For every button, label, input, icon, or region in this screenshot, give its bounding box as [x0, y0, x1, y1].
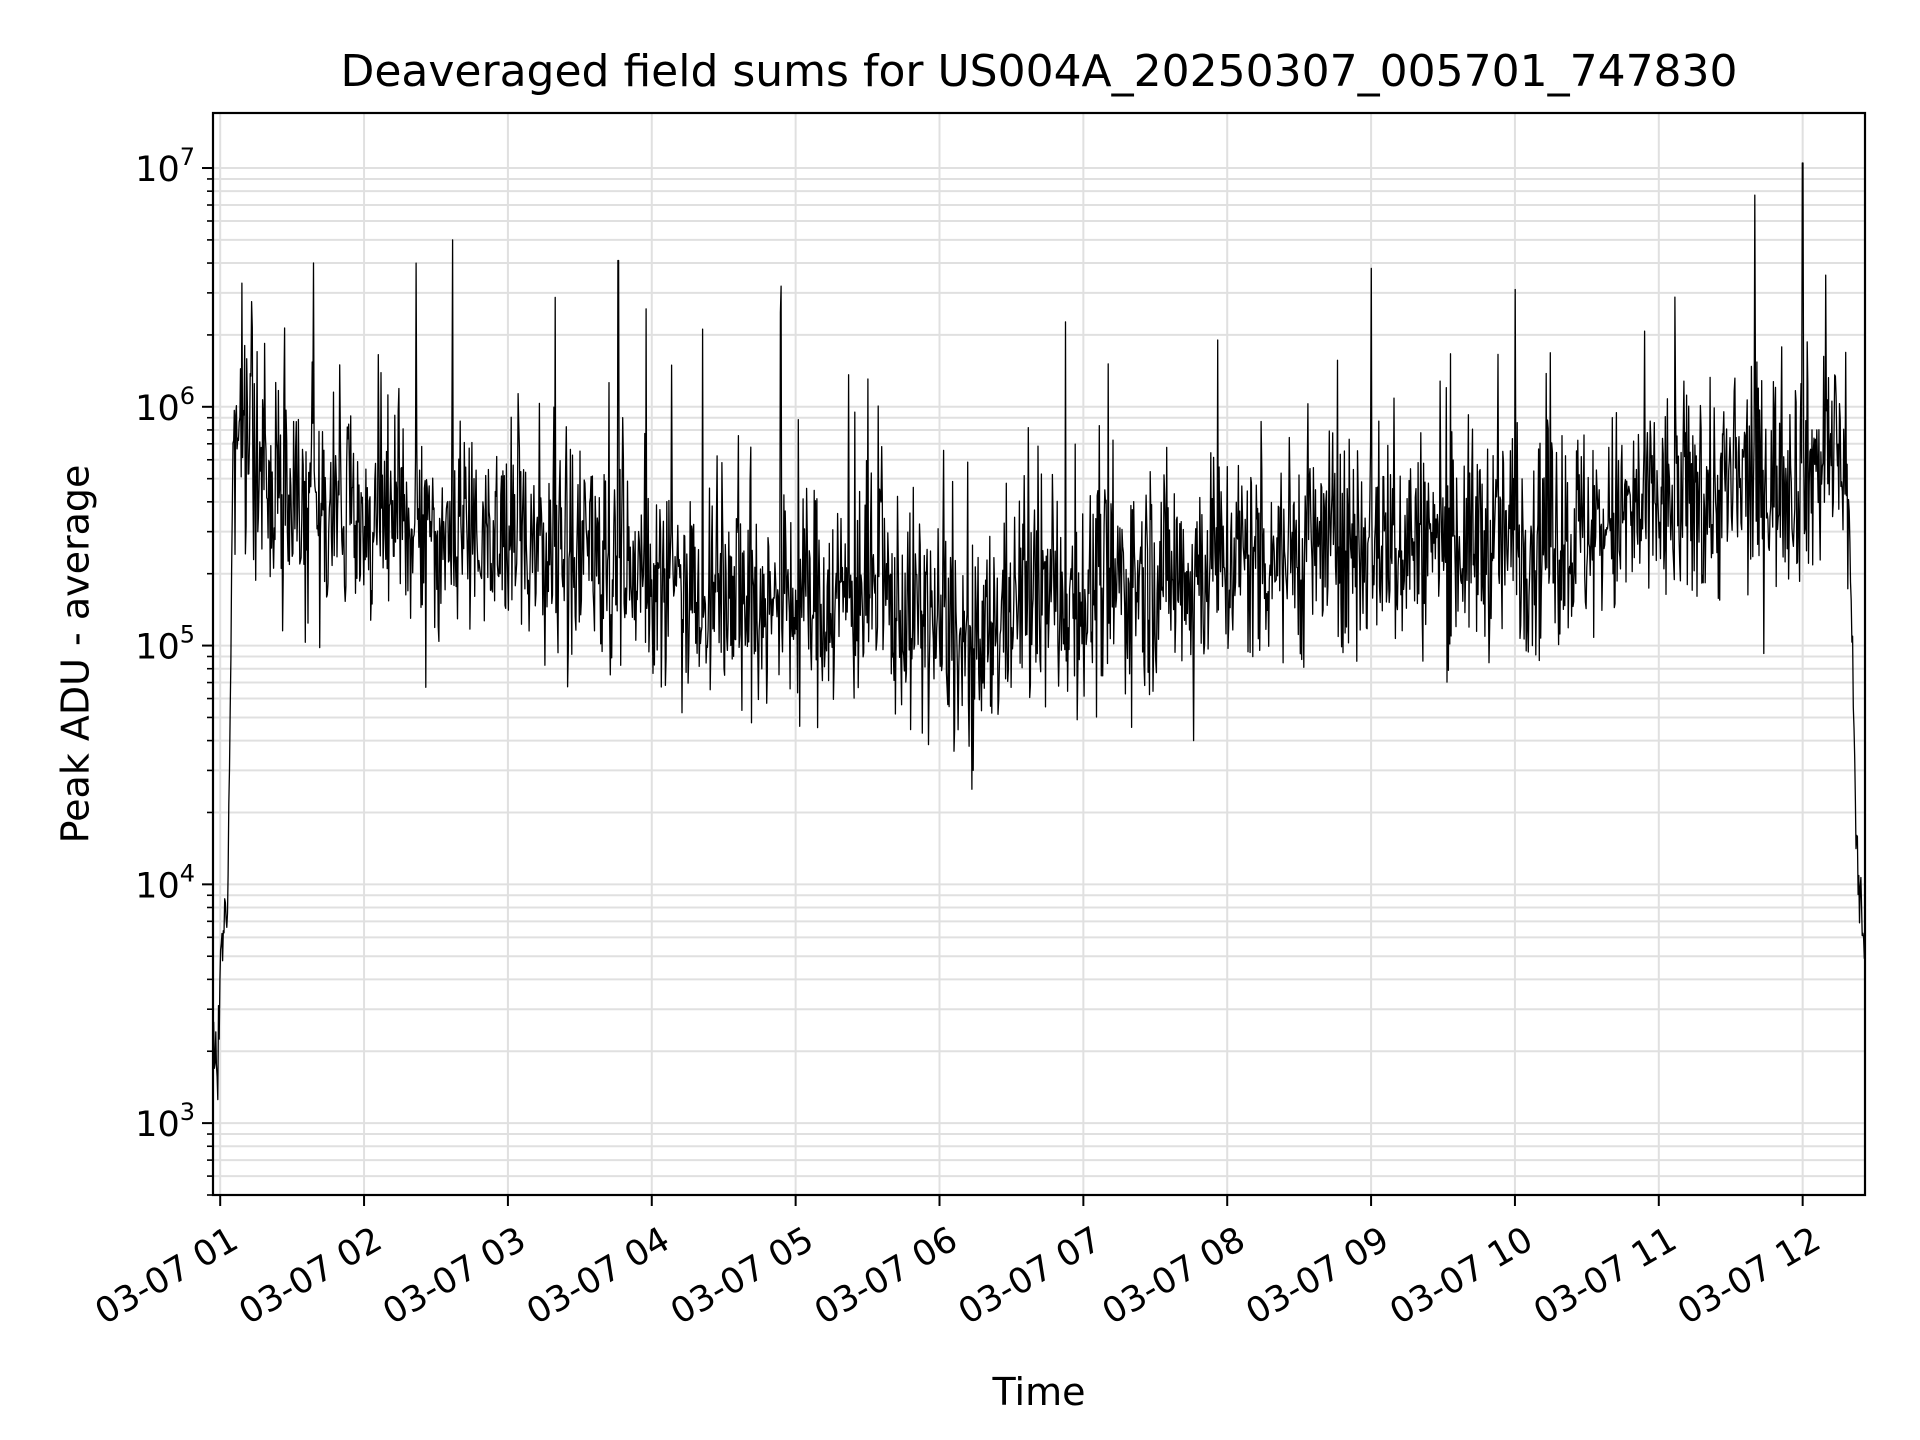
x-tick-label: 03-07 05	[664, 1220, 820, 1333]
major-gridlines	[213, 113, 1865, 1195]
x-tick-label: 03-07 10	[1384, 1220, 1540, 1333]
x-tick-label: 03-07 12	[1671, 1220, 1827, 1333]
y-tick-label: 104	[135, 859, 195, 906]
chart-title: Deaveraged field sums for US004A_2025030…	[340, 46, 1737, 97]
y-tick-label: 103	[135, 1098, 195, 1145]
x-axis-label: Time	[992, 1370, 1086, 1414]
x-tick-label: 03-07 11	[1527, 1220, 1683, 1333]
x-tick-label: 03-07 08	[1096, 1220, 1252, 1333]
x-tick-label: 03-07 07	[952, 1220, 1108, 1333]
series-line	[212, 162, 1866, 1101]
x-tick-label: 03-07 04	[520, 1220, 676, 1333]
series-layer	[212, 162, 1866, 1101]
x-tick-label: 03-07 06	[808, 1220, 964, 1333]
y-tick-label: 106	[135, 382, 195, 429]
plot-frame	[211, 111, 1867, 1197]
x-tick-label: 03-07 09	[1240, 1220, 1396, 1333]
minor-gridlines	[213, 177, 1865, 1196]
x-tick-label: 03-07 01	[89, 1220, 245, 1333]
x-tick-label: 03-07 02	[233, 1220, 389, 1333]
y-axis-label: Peak ADU - average	[54, 465, 98, 844]
x-tick-label: 03-07 03	[377, 1220, 533, 1333]
y-tick-label: 105	[135, 621, 195, 668]
y-tick-label: 107	[135, 143, 195, 190]
